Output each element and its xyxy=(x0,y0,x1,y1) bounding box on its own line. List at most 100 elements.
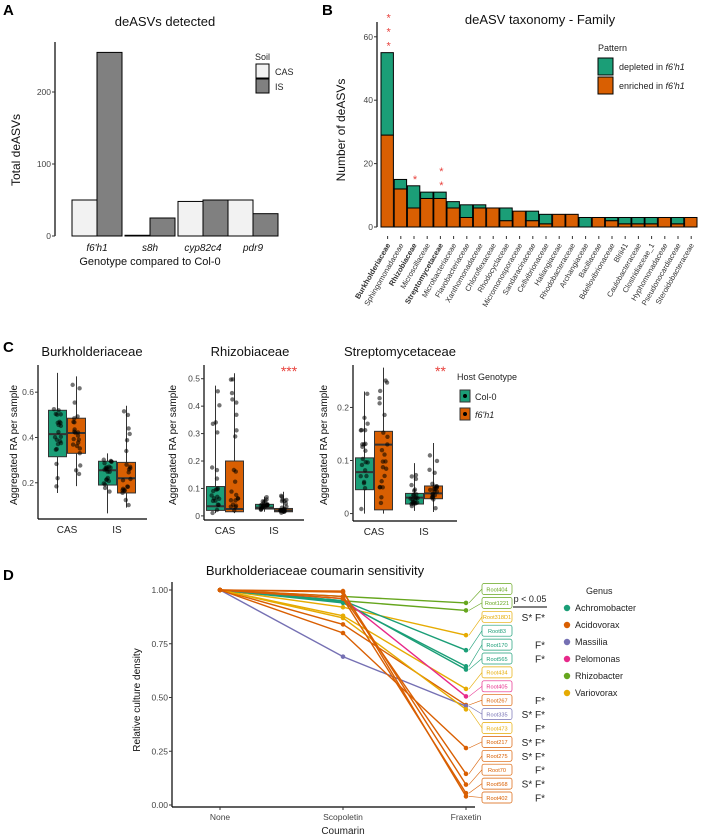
jitter-point xyxy=(382,452,387,457)
jitter-point xyxy=(413,472,419,478)
jitter-point xyxy=(358,473,363,479)
jitter-point xyxy=(71,419,76,425)
jitter-point xyxy=(382,412,387,418)
jitter-point xyxy=(228,498,234,503)
jitter-point xyxy=(121,409,127,414)
legend-point xyxy=(463,412,467,416)
legend-label-prefix: enriched in xyxy=(619,81,666,91)
bar-is xyxy=(252,213,279,237)
data-point xyxy=(463,664,469,669)
stacked-bar-segment xyxy=(433,197,447,228)
stacked-bar-segment xyxy=(420,197,434,228)
y-tick-label: 0.1 xyxy=(188,483,200,493)
jitter-point xyxy=(72,427,77,432)
panel-d-coumarin-sensitivity: Burkholderiaceae coumarin sensitivity 0.0… xyxy=(132,563,636,837)
legend-swatch xyxy=(597,76,614,95)
stacked-bar-segment xyxy=(670,216,685,225)
legend-point xyxy=(563,604,571,612)
jitter-point xyxy=(362,415,367,421)
legend-label: Acidovorax xyxy=(575,620,620,630)
strain-label: Root70 xyxy=(488,768,506,774)
jitter-point xyxy=(229,390,235,396)
data-point xyxy=(340,604,346,610)
data-point xyxy=(340,588,346,594)
strain-label-box xyxy=(481,597,513,609)
panel-label-d: D xyxy=(3,567,14,584)
x-tick-label: None xyxy=(210,812,231,822)
jitter-point xyxy=(75,433,81,438)
jitter-point xyxy=(126,470,131,475)
jitter-point xyxy=(56,408,61,413)
strain-label: Root473 xyxy=(486,726,507,732)
jitter-point xyxy=(363,460,368,465)
jitter-point xyxy=(365,421,370,426)
bar-is xyxy=(149,217,176,237)
legend-label: enriched in f6'h1 xyxy=(619,81,685,91)
y-tick-label: 0 xyxy=(344,509,349,519)
jitter-point xyxy=(360,456,366,462)
jitter-point xyxy=(362,485,368,491)
x-tick-label: Scopoletin xyxy=(323,812,363,822)
bar-cas xyxy=(124,234,151,237)
legend-label: Massilia xyxy=(575,637,608,647)
strain-label-box xyxy=(481,708,513,720)
stacked-bar-segment xyxy=(499,207,513,222)
label-leader xyxy=(468,769,483,785)
x-tick-label: CAS xyxy=(215,526,236,537)
y-tick-label: 0.2 xyxy=(188,456,200,466)
stacked-bar-segment xyxy=(380,134,394,228)
strain-label: Root335 xyxy=(486,712,507,718)
stacked-bar-segment xyxy=(644,216,658,225)
x-tick-label: Fraxetin xyxy=(451,812,482,822)
stacked-bar-segment xyxy=(433,191,447,199)
legend-swatch xyxy=(255,78,270,94)
data-point xyxy=(463,771,469,777)
x-axis-label: Coumarin xyxy=(321,826,364,837)
data-point xyxy=(463,608,469,613)
y-tick-label: 0.4 xyxy=(188,401,200,411)
label-leader xyxy=(468,658,483,670)
jitter-point xyxy=(125,412,131,418)
jitter-point xyxy=(105,475,111,481)
stacked-bar-segment xyxy=(591,216,606,228)
jitter-point xyxy=(432,489,437,494)
jitter-point xyxy=(361,479,367,485)
legend-title: Host Genotype xyxy=(457,372,517,382)
y-tick-label: 0.25 xyxy=(151,746,168,756)
jitter-point xyxy=(51,406,57,412)
jitter-point xyxy=(383,466,389,471)
facet-streptomycetaceae: Streptomycetaceae 0 0.1 0.2 Aggregated RA pe… xyxy=(319,344,457,538)
strain-label: Root170 xyxy=(486,643,507,649)
data-point xyxy=(340,630,346,636)
legend-label: Rhizobacter xyxy=(575,671,623,681)
stacked-bar-segment xyxy=(604,220,619,228)
significance-stars: *** xyxy=(281,363,298,379)
strain-label-box xyxy=(481,624,513,637)
y-axis-label: Aggregated RA per sample xyxy=(168,385,179,506)
bar-cas xyxy=(227,199,254,237)
jitter-point xyxy=(428,487,433,493)
data-point xyxy=(340,622,346,627)
y-tick-label: 0 xyxy=(46,231,51,241)
jitter-point xyxy=(54,446,59,452)
legend-point xyxy=(563,621,571,629)
data-point xyxy=(463,647,469,653)
jitter-point xyxy=(415,495,420,501)
jitter-point xyxy=(77,451,83,456)
jitter-point xyxy=(380,485,385,490)
stacked-bar-segment xyxy=(406,207,421,228)
legend-title: Genus xyxy=(586,586,613,596)
jitter-point xyxy=(409,482,414,488)
stacked-bar-segment xyxy=(420,191,434,199)
jitter-point xyxy=(74,443,80,449)
strain-label-box xyxy=(481,736,513,748)
jitter-point xyxy=(127,431,132,437)
jitter-point xyxy=(232,479,238,484)
jitter-point xyxy=(363,448,368,453)
label-leader xyxy=(468,672,483,690)
legend-label: Variovorax xyxy=(575,688,618,698)
strain-label: Root318D1 xyxy=(483,615,511,621)
jitter-point xyxy=(73,468,79,473)
